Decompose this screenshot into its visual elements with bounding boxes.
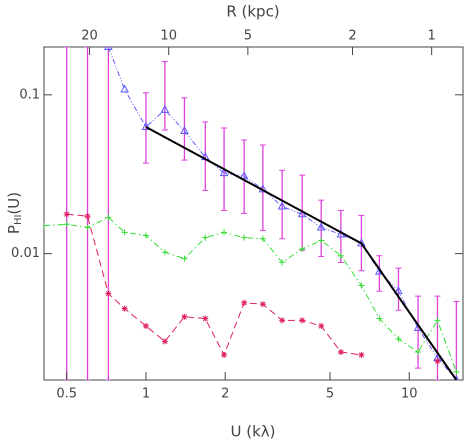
point-marker — [318, 323, 325, 330]
point-marker — [121, 305, 128, 312]
point-marker — [142, 323, 149, 330]
series-line — [67, 214, 438, 361]
point-marker — [141, 121, 151, 130]
point-marker — [84, 224, 91, 231]
point-marker — [161, 338, 168, 345]
point-marker — [63, 211, 70, 218]
point-marker — [121, 229, 128, 236]
point-marker — [120, 84, 129, 93]
plot-area — [44, 47, 460, 380]
point-marker — [299, 245, 306, 252]
point-marker — [395, 335, 402, 342]
point-marker — [297, 209, 307, 218]
point-marker — [239, 171, 249, 180]
point-marker — [221, 229, 228, 236]
point-marker — [394, 286, 403, 295]
x-tick-label: 2 — [221, 387, 229, 402]
point-marker — [181, 255, 188, 262]
x2-axis-label: R (kpc) — [226, 3, 279, 21]
series-line — [107, 47, 457, 380]
point-marker — [181, 313, 188, 320]
x-tick-label: 10 — [401, 387, 418, 402]
y-axis-label: PHI(U) — [5, 192, 25, 234]
point-marker — [376, 315, 383, 322]
point-marker — [63, 221, 70, 228]
point-marker — [277, 201, 287, 210]
point-marker — [279, 317, 286, 324]
point-marker — [453, 368, 460, 375]
y-tick-label: 0.01 — [11, 246, 40, 261]
x2-tick-label: 5 — [244, 29, 252, 44]
point-marker — [161, 249, 168, 256]
point-marker — [259, 235, 266, 242]
x-tick-label: 5 — [326, 387, 334, 402]
point-marker — [160, 104, 170, 113]
point-marker — [434, 358, 441, 365]
x2-tick-label: 2 — [348, 29, 356, 44]
point-marker — [279, 259, 286, 266]
x2-tick-label: 10 — [160, 29, 177, 44]
x-tick-label: 0.5 — [56, 387, 77, 402]
point-marker — [358, 282, 365, 289]
plot-frame — [43, 46, 464, 381]
point-marker — [337, 349, 344, 356]
point-marker — [84, 213, 91, 220]
point-marker — [221, 351, 228, 358]
point-marker — [337, 252, 344, 259]
point-marker — [241, 234, 248, 241]
point-marker — [180, 125, 189, 134]
point-marker — [453, 374, 460, 380]
y-tick-label: 0.1 — [19, 87, 40, 102]
point-marker — [241, 299, 248, 306]
series-line — [145, 126, 458, 380]
point-marker — [44, 222, 47, 229]
point-marker — [142, 232, 149, 239]
point-marker — [299, 317, 306, 324]
point-marker — [415, 349, 422, 356]
point-marker — [105, 214, 112, 221]
series-line — [44, 216, 457, 373]
x-tick-label: 1 — [142, 387, 150, 402]
point-marker — [358, 351, 365, 358]
x-axis-label: U (kλ) — [230, 423, 275, 441]
point-marker — [316, 222, 326, 231]
point-marker — [202, 234, 209, 241]
x2-tick-label: 20 — [81, 29, 98, 44]
point-marker — [318, 237, 325, 244]
point-marker — [202, 315, 209, 322]
point-marker — [219, 168, 229, 177]
point-marker — [259, 301, 266, 308]
point-marker — [104, 47, 113, 50]
point-marker — [105, 290, 112, 297]
point-marker — [434, 317, 441, 324]
x2-tick-label: 1 — [428, 29, 436, 44]
